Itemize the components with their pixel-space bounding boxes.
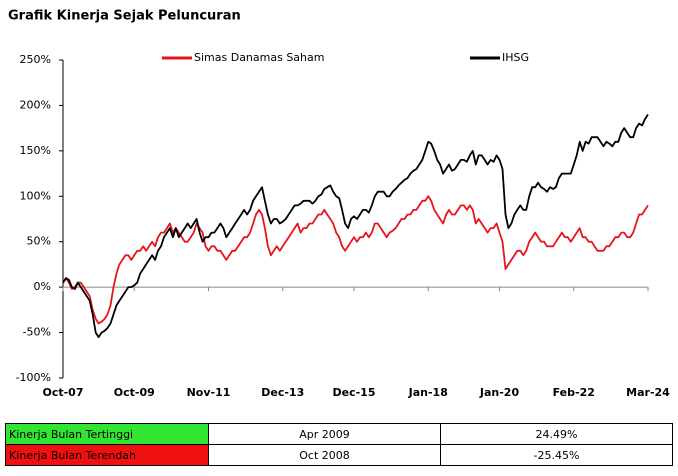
chart-title: Grafik Kinerja Sejak Peluncuran	[8, 9, 241, 24]
y-tick-label: 150%	[20, 144, 51, 157]
x-tick-label: Nov-11	[187, 386, 231, 399]
x-tick-label: Feb-22	[553, 386, 595, 399]
y-tick-label: 250%	[20, 53, 51, 66]
table-row: Kinerja Bulan Tertinggi Apr 2009 24.49%	[5, 423, 673, 445]
table-cell: -25.45%	[440, 444, 673, 466]
y-tick-label: 200%	[20, 98, 51, 111]
x-tick-label: Oct-07	[42, 386, 83, 399]
table-cell: 24.49%	[440, 423, 673, 445]
table-cell: Kinerja Bulan Tertinggi	[5, 423, 209, 445]
table-row: Kinerja Bulan Terendah Oct 2008 -25.45%	[5, 444, 673, 466]
y-tick-label: -50%	[23, 326, 51, 339]
series-line	[62, 114, 649, 338]
chart: Grafik Kinerja Sejak Peluncuran -100% -50…	[8, 9, 670, 400]
y-tick-label: 100%	[20, 189, 51, 202]
stats-table: Kinerja Bulan Tertinggi Apr 2009 24.49% Kin…	[5, 423, 673, 466]
x-tick-label: Dec-13	[261, 386, 304, 399]
x-tick-label: Dec-15	[333, 386, 376, 399]
x-tick-label: Jan-20	[479, 386, 520, 399]
y-tick-label: -100%	[16, 371, 51, 384]
y-tick-label: 0%	[34, 280, 51, 293]
series-line	[62, 195, 649, 325]
legend-label: Simas Danamas Saham	[194, 51, 324, 64]
x-tick-label: Oct-09	[114, 386, 155, 399]
table-cell: Oct 2008	[208, 444, 441, 466]
x-tick-label: Mar-24	[626, 386, 670, 399]
legend-label: IHSG	[502, 51, 529, 64]
table-cell: Kinerja Bulan Terendah	[5, 444, 209, 466]
y-tick-label: 50%	[27, 235, 51, 248]
x-tick-label: Jan-18	[408, 386, 448, 399]
table-cell: Apr 2009	[208, 423, 441, 445]
